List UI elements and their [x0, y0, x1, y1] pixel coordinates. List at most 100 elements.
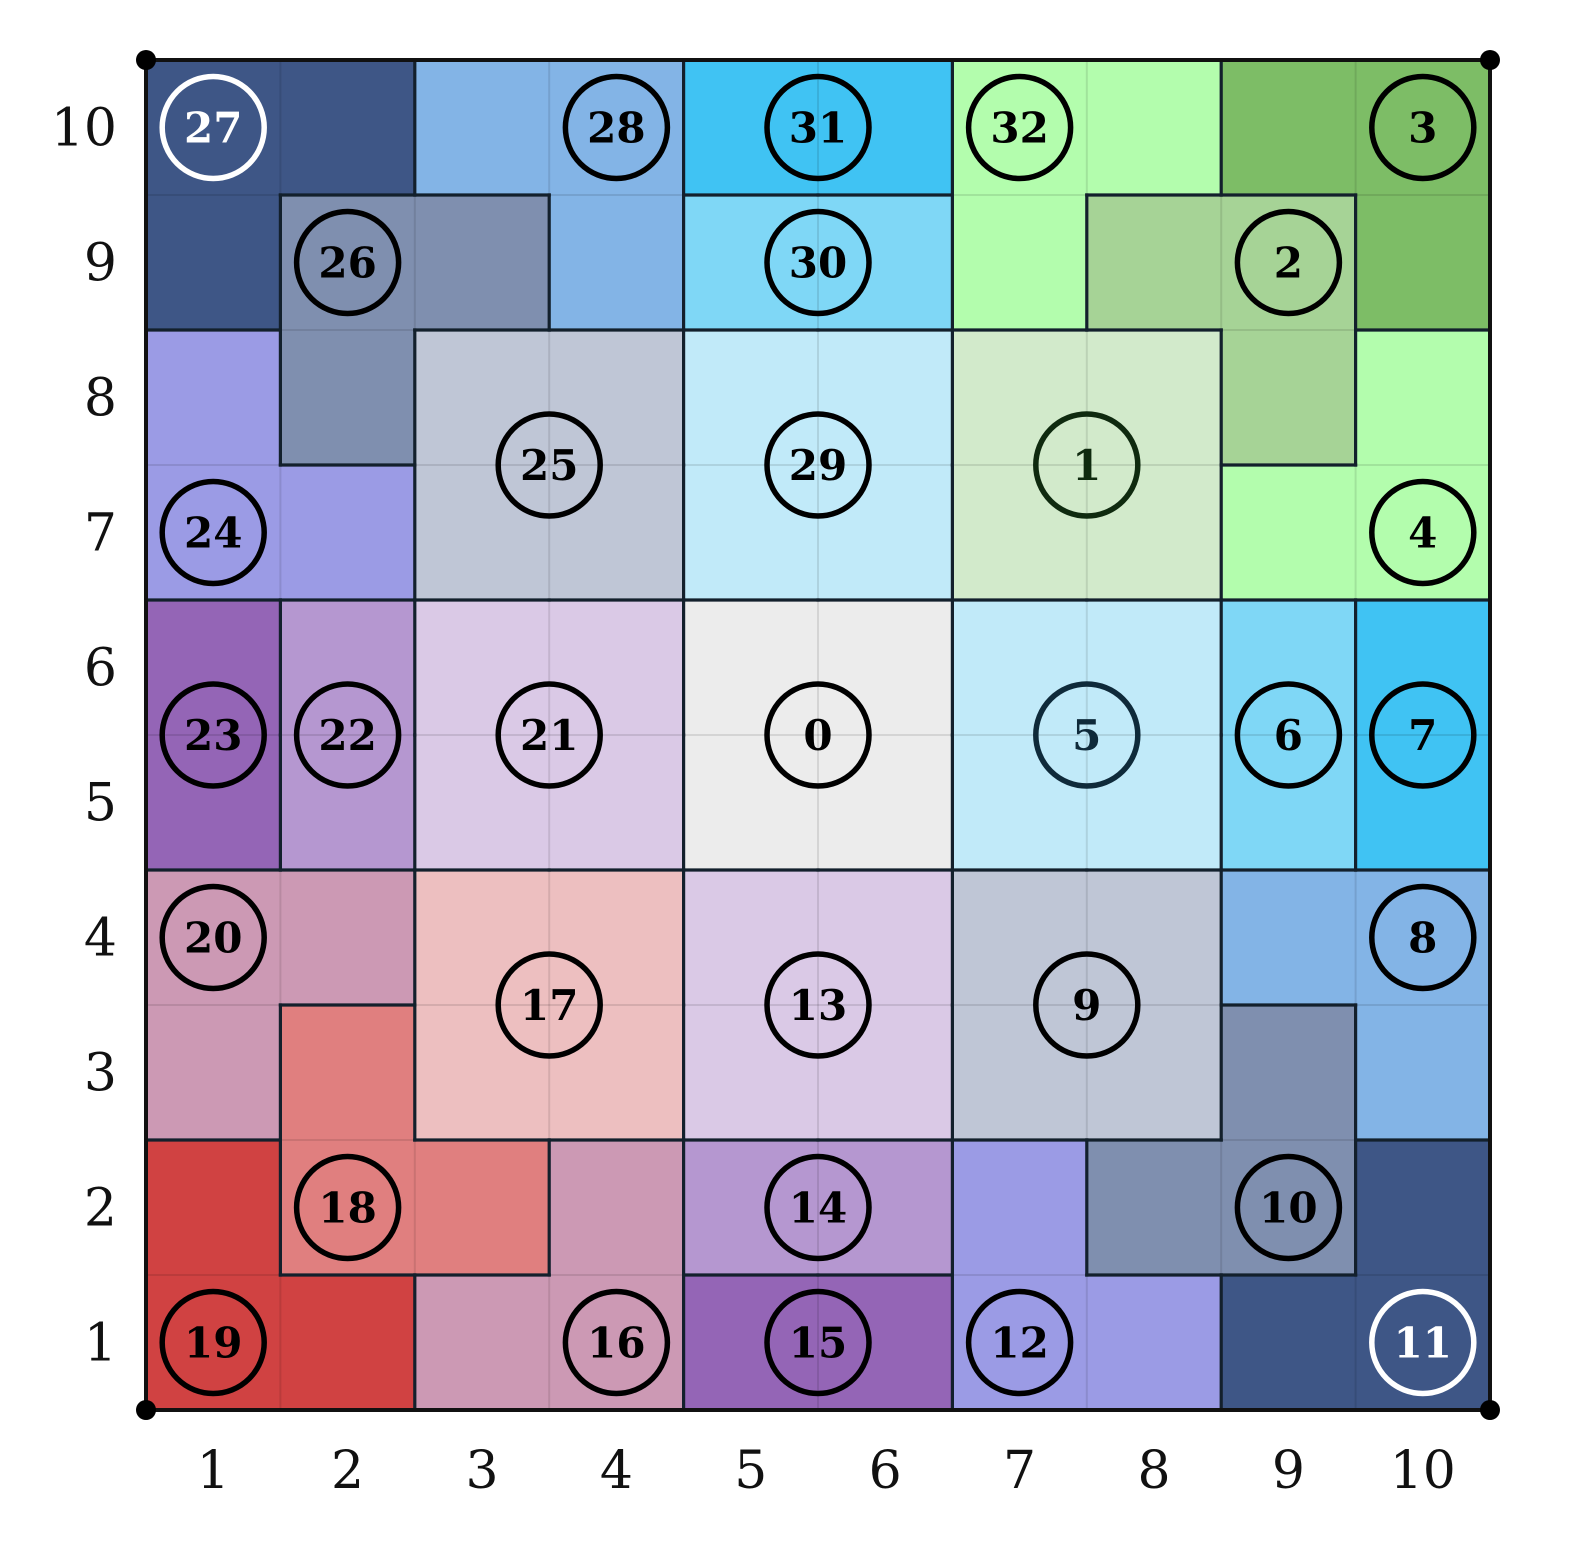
badge-ring: [1369, 73, 1477, 182]
x-axis-labels: 1 2 3 4 5 6 7 8 9 10: [197, 1441, 1456, 1501]
y-tick-label: 7: [84, 504, 117, 564]
y-tick-label: 6: [84, 639, 117, 699]
region-1-cell: [951, 329, 1088, 466]
badge-ring: [495, 951, 603, 1059]
badge-ring: [764, 208, 872, 317]
region-badge-3: 3: [1369, 73, 1477, 182]
region-12-cell: [1086, 1274, 1222, 1411]
badge-number: 0: [803, 711, 832, 760]
y-tick-label: 5: [84, 774, 117, 834]
badge-number: 17: [520, 981, 578, 1030]
region-1-cell: [1086, 464, 1222, 601]
badge-number: 23: [184, 711, 242, 760]
corner-dot-bottom-left: [136, 1400, 156, 1420]
region-21-cell: [414, 734, 550, 871]
badge-number: 31: [789, 104, 847, 153]
badge-ring: [495, 681, 603, 789]
region-28-cell: [548, 194, 685, 331]
region-27-cell: [145, 194, 281, 331]
region-19-cell: [145, 1139, 281, 1276]
badge-number: 22: [318, 711, 376, 760]
region-32-cell: [1086, 59, 1222, 196]
region-27-cell: [279, 59, 416, 196]
region-badge-8: 8: [1369, 883, 1477, 992]
region-26-cell: [414, 194, 550, 331]
badge-number: 28: [587, 104, 645, 153]
badge-number: 12: [990, 1319, 1048, 1368]
badge-ring: [1369, 1288, 1477, 1397]
region-badge-4: 4: [1369, 478, 1477, 587]
y-tick-label: 3: [84, 1044, 117, 1104]
region-32-cell: [951, 59, 1088, 196]
corner-dot-top-right: [1480, 50, 1500, 70]
region-8-cell: [1355, 1004, 1491, 1141]
badge-number: 4: [1408, 509, 1437, 558]
badge-ring: [293, 681, 402, 789]
x-tick-label: 4: [600, 1441, 633, 1501]
badge-ring: [562, 1288, 671, 1397]
region-borders: [144, 58, 1492, 1412]
badge-ring: [159, 73, 267, 182]
region-21-cell: [414, 599, 550, 736]
region-17-cell: [414, 1004, 550, 1141]
badge-number: 7: [1408, 711, 1437, 760]
badge-ring: [1033, 681, 1141, 789]
region-8-cell: [1355, 869, 1491, 1006]
x-tick-label: 5: [734, 1441, 767, 1501]
badge-ring: [293, 1153, 402, 1262]
region-badge-25: 25: [495, 411, 603, 519]
corner-dot-bottom-right: [1480, 1400, 1500, 1420]
badge-number: 5: [1072, 711, 1101, 760]
badge-ring: [1369, 883, 1477, 992]
region-27-cell: [145, 59, 281, 196]
region-29-cell: [817, 329, 953, 466]
badge-ring: [764, 1288, 872, 1397]
badge-number: 9: [1072, 981, 1101, 1030]
x-tick-label: 7: [1003, 1441, 1036, 1501]
region-badge-31: 31: [764, 73, 872, 182]
region-16-cell: [414, 1274, 550, 1411]
badge-number: 6: [1274, 711, 1303, 760]
y-tick-label: 10: [51, 99, 117, 159]
region-badge-15: 15: [764, 1288, 872, 1397]
region-13-cell: [683, 869, 819, 1006]
badge-ring: [764, 951, 872, 1059]
region-11-cell: [1355, 1139, 1491, 1276]
badge-ring: [965, 73, 1074, 182]
badge-ring: [159, 681, 267, 789]
region-badge-2: 2: [1234, 208, 1343, 317]
badge-ring: [1033, 411, 1141, 519]
region-12-cell: [951, 1139, 1088, 1276]
region-11-cell: [1355, 1274, 1491, 1411]
badge-number: 11: [1394, 1319, 1452, 1368]
region-badge-16: 16: [562, 1288, 671, 1397]
region-badge-5: 5: [1033, 681, 1141, 789]
region-13-cell: [817, 869, 953, 1006]
region-badge-0: 0: [764, 681, 872, 789]
region-13-cell: [683, 1004, 819, 1141]
badge-ring: [764, 1153, 872, 1262]
region-badge-12: 12: [965, 1288, 1074, 1397]
region-19-cell: [145, 1274, 281, 1411]
region-25-cell: [414, 329, 550, 466]
region-18-cell: [279, 1004, 416, 1141]
region-badge-32: 32: [965, 73, 1074, 182]
region-20-cell: [145, 869, 281, 1006]
region-4-cell: [1220, 464, 1357, 601]
badge-number: 14: [789, 1184, 847, 1233]
region-20-cell: [145, 1004, 281, 1141]
badge-ring: [495, 411, 603, 519]
region-17-cell: [414, 869, 550, 1006]
region-26-cell: [279, 194, 416, 331]
badge-number: 15: [789, 1319, 847, 1368]
region-10-cell: [1086, 1139, 1222, 1276]
region-4-cell: [1355, 464, 1491, 601]
badge-number: 1: [1072, 441, 1101, 490]
badge-ring: [1234, 208, 1343, 317]
region-3-cell: [1355, 59, 1491, 196]
x-tick-label: 8: [1137, 1441, 1170, 1501]
region-18-cell: [279, 1139, 416, 1276]
region-26-cell: [279, 329, 416, 466]
badge-ring: [1234, 1153, 1343, 1262]
